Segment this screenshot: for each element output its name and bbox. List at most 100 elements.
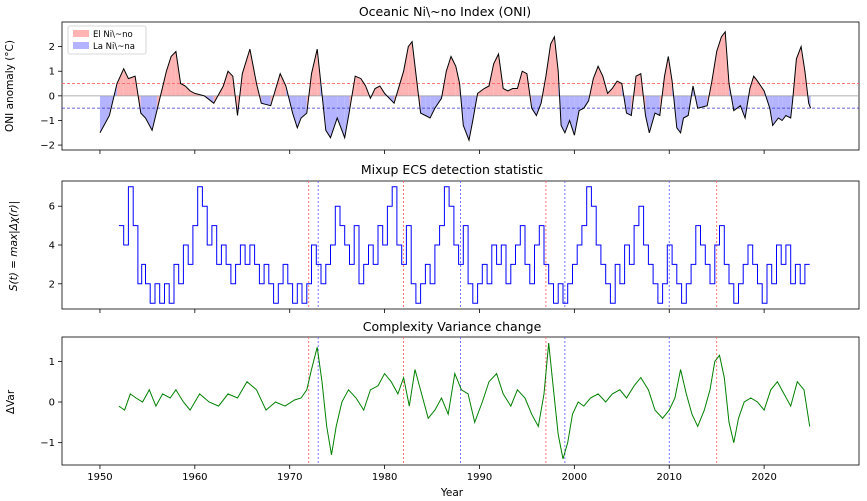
legend-lanina-label: La Ni\~na (93, 42, 135, 52)
lanina-fill (420, 95, 426, 116)
elnino-fill (128, 76, 136, 96)
y-tick-label: −2 (40, 141, 55, 152)
y-tick-label: 4 (49, 241, 55, 252)
lanina-fill (579, 95, 584, 111)
lanina-fill (569, 95, 575, 136)
x-tick-label: 1990 (467, 472, 492, 483)
elnino-fill (664, 56, 669, 96)
elnino-fill (408, 41, 413, 96)
variance-title: Complexity Variance change (363, 319, 542, 334)
lanina-fill (655, 95, 660, 116)
x-tick-label: 1980 (372, 472, 397, 483)
elnino-fill (484, 86, 489, 96)
elnino-fill (280, 73, 286, 96)
elnino-fill (617, 81, 622, 96)
elnino-fill (375, 86, 380, 96)
lanina-fill (561, 95, 565, 133)
lanina-fill (430, 95, 435, 118)
x-axis-label: Year (440, 487, 464, 499)
lanina-fill (583, 95, 589, 109)
elnino-fill (507, 88, 513, 96)
elnino-fill (593, 66, 599, 96)
elnino-fill (612, 81, 618, 96)
lanina-fill (649, 95, 656, 133)
lanina-fill (808, 95, 811, 109)
variance-panel: Complexity Variance change −1 0 1 ΔVar 195… (5, 319, 860, 499)
elnino-fill (455, 66, 460, 96)
lanina-fill (680, 95, 684, 133)
elnino-fill (668, 56, 673, 96)
y-tick-label: 1 (49, 357, 55, 368)
elnino-fill (451, 56, 456, 96)
lanina-fill (109, 83, 118, 116)
y-tick-label: 1 (49, 67, 55, 78)
lanina-fill (692, 86, 698, 109)
lanina-fill (536, 95, 542, 116)
lanina-fill (337, 95, 345, 138)
lanina-fill (463, 95, 468, 136)
lanina-fill (676, 95, 681, 133)
elnino-fill (355, 76, 361, 96)
elnino-fill (223, 71, 229, 96)
lanina-fill (152, 95, 157, 131)
elnino-fill (185, 86, 191, 96)
oni-legend: El Ni\~no La Ni\~na (67, 25, 147, 55)
elnino-fill (180, 83, 186, 96)
elnino-fill (636, 73, 641, 96)
oni-line (99, 30, 812, 143)
variance-change-line (118, 343, 811, 460)
lanina-fill (467, 95, 470, 141)
elnino-fill (721, 31, 726, 96)
lanina-fill (344, 95, 350, 138)
lanina-fill (574, 95, 580, 136)
legend-lanina-swatch (73, 42, 89, 49)
ecs-y-label: S(t) = max|Δχ(r)| (8, 201, 20, 291)
x-tick-label: 1950 (87, 472, 112, 483)
elnino-fill (311, 49, 318, 96)
lanina-fill (425, 95, 431, 118)
lanina-fill (301, 95, 307, 118)
ecs-content (99, 181, 810, 313)
elnino-fill (166, 56, 172, 96)
y-tick-label: 2 (49, 279, 55, 290)
lanina-fill (740, 95, 746, 118)
elnino-fill (446, 56, 452, 96)
lanina-fill (626, 95, 632, 116)
y-tick-label: −1 (40, 438, 55, 449)
lanina-fill (733, 95, 741, 111)
elnino-fill (242, 49, 250, 96)
elnino-fill (123, 68, 129, 96)
x-tick-label: 2000 (562, 472, 587, 483)
elnino-fill (488, 63, 494, 96)
elnino-fill (228, 71, 233, 96)
lanina-fill (645, 95, 650, 133)
lanina-fill (99, 95, 110, 133)
ecs-title: Mixup ECS detection statistic (361, 162, 543, 177)
lanina-fill (469, 95, 473, 141)
oni-title: Oceanic Ni\~no Index (ONI) (359, 4, 531, 19)
oni-panel: Oceanic Ni\~no Index (ONI) −2 −1 0 1 2 ONI a… (4, 4, 860, 154)
elnino-fill (249, 49, 257, 96)
elnino-fill (512, 88, 518, 96)
elnino-fill (550, 36, 555, 96)
elnino-fill (753, 76, 758, 96)
elnino-fill (554, 36, 559, 96)
lanina-fill (785, 95, 791, 118)
elnino-fill (716, 36, 722, 96)
lanina-fill (145, 95, 153, 131)
elnino-fill (749, 76, 754, 96)
x-tick-label: 2010 (657, 472, 682, 483)
oni-y-ticks: −2 −1 0 1 2 (40, 42, 62, 152)
elnino-fill (757, 81, 765, 96)
x-ticks: 1950 1960 1970 1980 1990 2000 2010 2020 (87, 465, 777, 483)
oni-y-label: ONI anomaly (°C) (4, 40, 16, 132)
legend-elnino-swatch (73, 30, 89, 37)
elnino-fill (190, 90, 195, 96)
x-tick-label: 2020 (751, 472, 776, 483)
ecs-statistic-line (118, 186, 810, 304)
elnino-fill (171, 51, 176, 96)
x-tick-label: 1960 (182, 472, 207, 483)
elnino-fill (117, 68, 124, 96)
elnino-fill (317, 49, 321, 96)
